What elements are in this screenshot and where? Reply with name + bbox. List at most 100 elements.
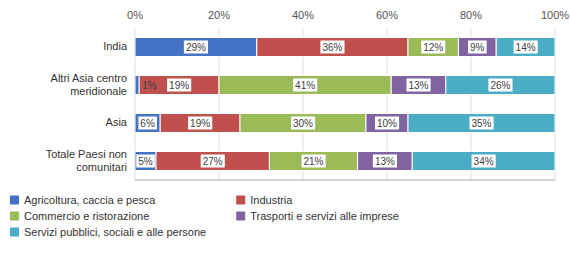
tick-label: 80% <box>460 9 482 21</box>
legend-swatch <box>236 212 245 221</box>
data-label-group: 27% <box>201 155 225 168</box>
data-label: 35% <box>471 118 491 129</box>
category-label: Totale Paesi noncomunitari <box>46 147 127 172</box>
data-label: 14% <box>516 42 536 53</box>
legend-item: Servizi pubblici, sociali e alle persone <box>10 226 206 238</box>
legend-label: Commercio e ristorazione <box>24 210 149 222</box>
data-label: 13% <box>408 80 428 91</box>
bar <box>135 76 139 95</box>
data-label-group: 19% <box>188 117 212 130</box>
data-label: 19% <box>169 80 189 91</box>
data-label-group: 14% <box>514 41 538 54</box>
legend-swatch <box>10 212 19 221</box>
legend-swatch <box>236 196 245 205</box>
data-label-bg <box>421 41 445 54</box>
data-label: 10% <box>377 118 397 129</box>
tick-label: 40% <box>292 9 314 21</box>
data-label-group: 36% <box>320 41 344 54</box>
data-label-group: 10% <box>375 117 399 130</box>
data-label: 26% <box>490 80 510 91</box>
category-label-line: Totale Paesi non <box>46 147 127 159</box>
bar <box>135 38 257 57</box>
bars <box>135 38 555 171</box>
data-label-bg <box>138 117 157 130</box>
bar <box>446 76 555 95</box>
legend-label: Servizi pubblici, sociali e alle persone <box>24 226 206 238</box>
category-label-line: meridionale <box>70 84 127 96</box>
legend: Agricoltura, caccia e pesca Industria Comm… <box>10 194 399 238</box>
legend-item: Industria <box>236 194 293 206</box>
data-label-group: 35% <box>469 117 493 130</box>
data-label: 9% <box>470 42 485 53</box>
data-label-bg <box>167 79 191 92</box>
tick-label: 100% <box>541 9 569 21</box>
data-label: 41% <box>295 80 315 91</box>
data-label-bg <box>373 155 397 168</box>
bar <box>269 152 357 171</box>
category-label: India <box>103 40 128 52</box>
plot-border <box>135 180 555 181</box>
data-label-bg <box>140 79 159 92</box>
data-label-group: 26% <box>488 79 512 92</box>
bar <box>240 114 366 133</box>
data-label-bg <box>406 79 430 92</box>
legend-swatch <box>10 196 19 205</box>
x-axis: 0%20%40%60%80%100% <box>127 9 569 21</box>
category-label: Asia <box>106 116 128 128</box>
data-label-group: 12% <box>421 41 445 54</box>
data-labels: 29% 1% 6% 5% 36% 19% 19% 27% 12% 41% 30% 21% 9% 13% 10… <box>136 41 537 168</box>
data-label-group: 13% <box>406 79 430 92</box>
category-label: Altri Asia centromeridionale <box>51 71 127 96</box>
bar <box>408 38 458 57</box>
legend-label: Trasporti e servizi alle imprese <box>250 210 399 222</box>
data-label-group: 6% <box>138 117 157 130</box>
y-axis: India Altri Asia centromeridionale Asia Tot… <box>46 40 128 173</box>
data-label: 12% <box>423 42 443 53</box>
data-label-bg <box>469 117 493 130</box>
data-label-bg <box>291 117 315 130</box>
category-label-line: Altri Asia centro <box>51 71 127 83</box>
data-label: 36% <box>322 42 342 53</box>
data-label-group: 30% <box>291 117 315 130</box>
data-label-bg <box>320 41 344 54</box>
data-label: 30% <box>293 118 313 129</box>
chart: 0%20%40%60%80%100%29%1%6%5%36%19%19%27%1… <box>0 0 570 266</box>
data-label-bg <box>136 155 155 168</box>
data-label-bg <box>184 41 208 54</box>
data-label-bg <box>188 117 212 130</box>
tick-label: 0% <box>127 9 143 21</box>
data-label: 19% <box>190 118 210 129</box>
data-label: 27% <box>203 156 223 167</box>
category-label-line: India <box>103 40 128 52</box>
bar <box>412 152 555 171</box>
data-label: 29% <box>186 42 206 53</box>
data-label-group: 29% <box>184 41 208 54</box>
legend-label: Industria <box>250 194 293 206</box>
data-label: 34% <box>474 156 494 167</box>
bar <box>366 114 408 133</box>
tick-label: 60% <box>376 9 398 21</box>
data-label-bg <box>301 155 325 168</box>
bar <box>391 76 446 95</box>
data-label-group: 19% <box>167 79 191 92</box>
data-label-group: 34% <box>472 155 496 168</box>
bar <box>458 38 496 57</box>
data-label-bg <box>488 79 512 92</box>
data-label-group: 5% <box>136 155 155 168</box>
bar <box>160 114 240 133</box>
legend-item: Commercio e ristorazione <box>10 210 149 222</box>
data-label: 1% <box>142 80 157 91</box>
data-label-group: 21% <box>301 155 325 168</box>
data-label-bg <box>468 41 487 54</box>
data-label-bg <box>514 41 538 54</box>
bar <box>408 114 555 133</box>
grid <box>135 28 555 180</box>
data-label: 5% <box>138 156 153 167</box>
bar <box>219 76 391 95</box>
bar <box>139 76 219 95</box>
bar <box>135 114 160 133</box>
legend-swatch <box>10 228 19 237</box>
data-label-bg <box>293 79 317 92</box>
legend-item: Agricoltura, caccia e pesca <box>10 194 156 206</box>
bar <box>135 152 156 171</box>
